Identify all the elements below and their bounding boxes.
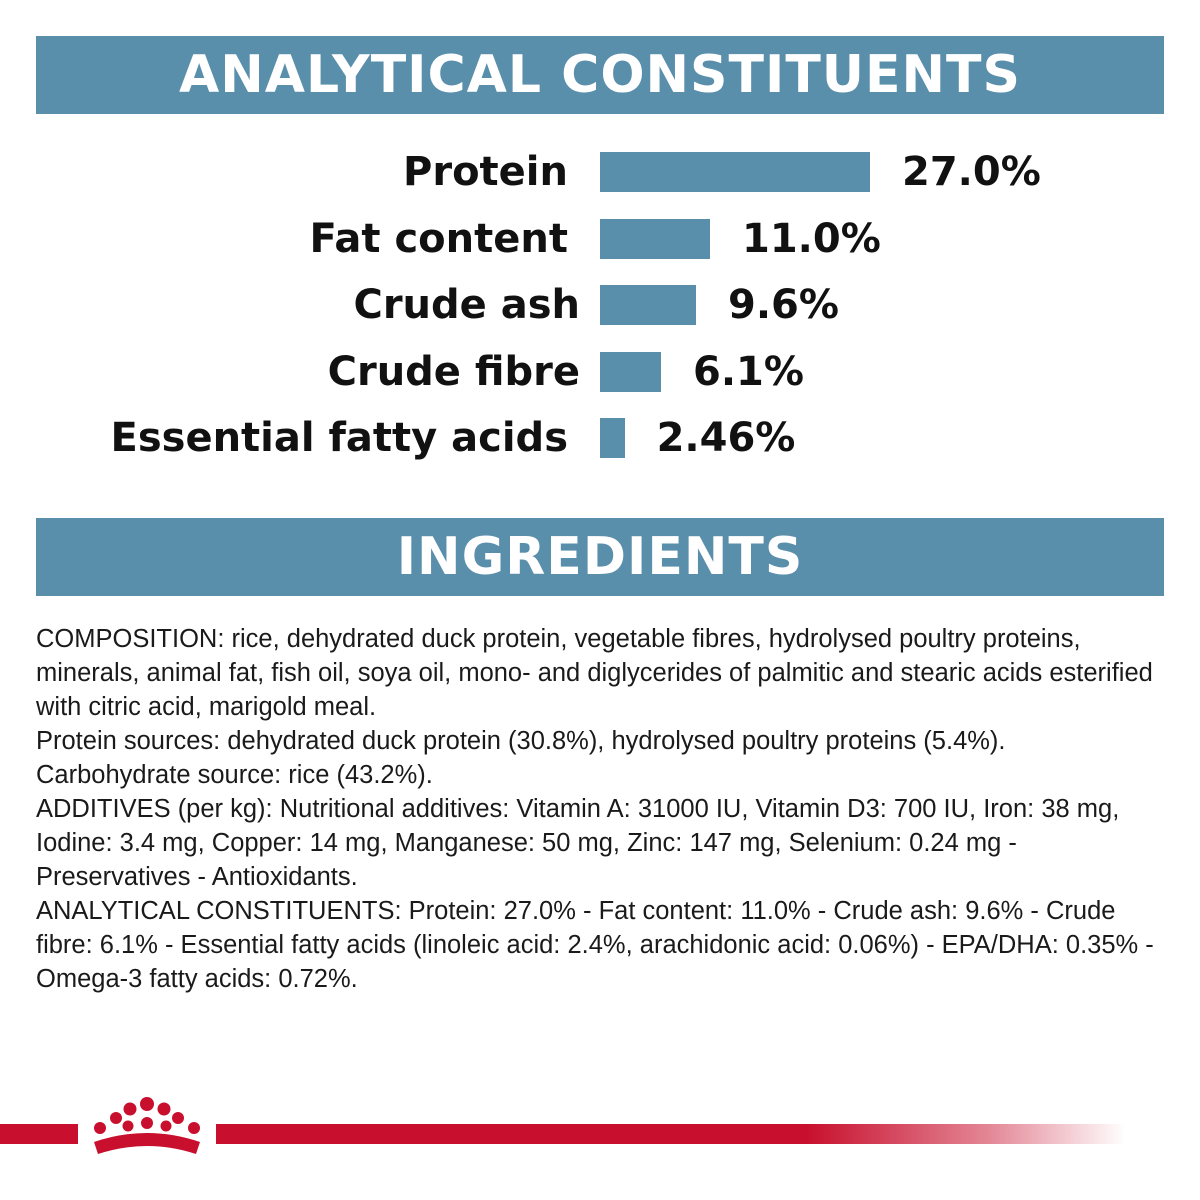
bar-label: Fat content xyxy=(309,215,568,262)
bar-value-label: 9.6% xyxy=(728,282,839,328)
bar-label: Essential fatty acids xyxy=(110,415,569,461)
ingredients-title: INGREDIENTS xyxy=(396,527,804,587)
bar xyxy=(600,152,870,192)
bar xyxy=(600,285,696,325)
constituents-bar-chart: Protein 27.0% Fat content 11.0% Crude ash 9.6… xyxy=(0,140,1200,480)
ingredients-banner: INGREDIENTS xyxy=(36,518,1164,596)
ingredients-text-block: COMPOSITION: rice, dehydrated duck prote… xyxy=(36,622,1166,996)
bar-value-label: 11.0% xyxy=(742,215,881,262)
bar xyxy=(600,218,710,259)
additives-text: ADDITIVES (per kg): Nutritional additive… xyxy=(36,795,1120,891)
composition-text: COMPOSITION: rice, dehydrated duck prote… xyxy=(36,625,1153,721)
protein-sources-text: Protein sources: dehydrated duck protein… xyxy=(36,727,1006,755)
bar-value-label: 2.46% xyxy=(656,415,796,461)
carbohydrate-source-text: Carbohydrate source: rice (43.2%). xyxy=(36,761,433,789)
analytical-constituents-text: ANALYTICAL CONSTITUENTS: Protein: 27.0% … xyxy=(36,897,1154,993)
bar-label: Protein xyxy=(403,149,568,195)
footer-red-line-right xyxy=(216,1124,1126,1144)
crown-icon xyxy=(94,1097,200,1154)
analytical-constituents-title: ANALYTICAL CONSTITUENTS xyxy=(179,45,1021,105)
bar-value-label: 27.0% xyxy=(902,149,1041,195)
bar-value-label: 6.1% xyxy=(693,348,804,395)
bar xyxy=(600,418,625,458)
bar-label: Crude fibre xyxy=(327,348,580,395)
footer-red-line-left xyxy=(0,1124,78,1144)
bar-label: Crude ash xyxy=(353,282,580,328)
analytical-constituents-banner: ANALYTICAL CONSTITUENTS xyxy=(36,36,1164,114)
bar xyxy=(600,351,661,392)
